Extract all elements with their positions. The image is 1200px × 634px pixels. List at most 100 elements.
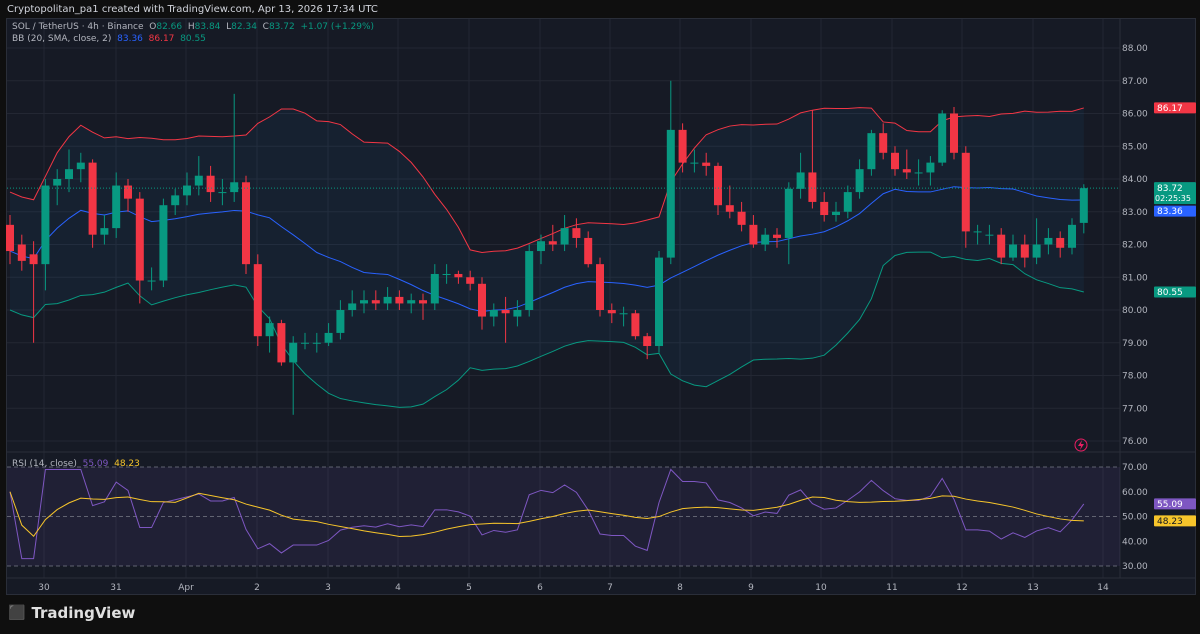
price-tick-label: 79.00: [1122, 339, 1148, 349]
candle-body: [773, 234, 781, 238]
open-value: 82.66: [156, 22, 183, 32]
rsi-tick-label: 70.00: [1122, 463, 1148, 473]
price-tick-label: 84.00: [1122, 175, 1148, 185]
rsi-ma-price-label: 48.23: [1157, 517, 1183, 527]
countdown-label: 02:25:35: [1155, 194, 1191, 203]
candle-body: [17, 244, 26, 261]
candle-body: [548, 241, 557, 245]
candle-body: [6, 224, 14, 252]
candle-body: [501, 310, 510, 314]
bb-upper-price-label: 86.17: [1157, 104, 1183, 114]
candle-body: [65, 169, 73, 179]
candle-body: [112, 185, 121, 229]
date-tick-label: 2: [254, 583, 260, 593]
candle-body: [607, 310, 616, 314]
candle-body: [360, 300, 368, 304]
candle-body: [843, 192, 852, 212]
candle-body: [572, 228, 581, 238]
candle-body: [312, 342, 321, 344]
rsi-price-label: 55.09: [1157, 500, 1183, 510]
rsi-price-label-bg: [1154, 498, 1196, 510]
bb-upper-line: [9, 107, 1084, 254]
bb-lower-price-label-bg: [1154, 286, 1196, 298]
price-tick-label: 88.00: [1122, 44, 1148, 54]
change-value: +1.07 (+1.29%): [300, 22, 375, 32]
brand-name: TradingView: [31, 604, 136, 622]
candle-body: [1079, 188, 1088, 223]
candle-body: [891, 152, 899, 170]
rsi-legend[interactable]: RSI (14, close) 55.09 48.23: [12, 459, 140, 469]
rsi-line: [9, 468, 1085, 560]
lightning-icon: [1074, 438, 1088, 452]
candle-body: [395, 296, 404, 304]
price-tick-label: 83.00: [1122, 208, 1148, 218]
high-value: 83.84: [194, 22, 221, 32]
tradingview-logo-icon: ⬛: [8, 605, 26, 621]
rsi-tick-label: 60.00: [1122, 488, 1148, 498]
bb-lower-value: 80.55: [180, 34, 206, 44]
candle-body: [383, 296, 392, 304]
candle-body: [560, 228, 569, 245]
bb-legend[interactable]: BB (20, SMA, close, 2) 83.36 86.17 80.55: [12, 34, 206, 44]
date-tick-label: 31: [110, 583, 121, 593]
price-tick-label: 82.00: [1122, 241, 1148, 251]
bb-basis-line: [9, 186, 1084, 312]
close-label: C: [262, 22, 269, 32]
date-tick-label: 13: [1027, 583, 1038, 593]
candle-body: [301, 342, 309, 344]
candle-body: [489, 310, 498, 317]
candle-body: [53, 179, 62, 186]
candle-body: [324, 332, 333, 343]
candle-body: [808, 172, 817, 202]
candle-body: [678, 129, 687, 163]
high-label: H: [187, 22, 195, 32]
candle-body: [41, 185, 50, 265]
candle-body: [690, 162, 699, 164]
price-tick-label: 85.00: [1122, 142, 1148, 152]
candle-body: [206, 175, 215, 193]
candle-body: [596, 264, 604, 310]
candle-body: [749, 224, 758, 245]
price-tick-label: 80.00: [1122, 306, 1148, 316]
symbol-legend[interactable]: SOL / TetherUS · 4h · Binance O82.66 H83…: [12, 22, 374, 32]
candle-body: [973, 231, 982, 233]
rsi-ma-line: [9, 491, 1084, 538]
candle-body: [371, 300, 380, 304]
rsi-tick-label: 50.00: [1122, 513, 1148, 523]
candle-body: [242, 182, 250, 265]
date-tick-label: 6: [537, 583, 543, 593]
candle-body: [265, 323, 274, 337]
date-tick-label: 8: [677, 583, 683, 593]
date-tick-label: 10: [815, 583, 827, 593]
candle-body: [796, 172, 805, 189]
rsi-value: 55.09: [82, 459, 109, 469]
candle-body: [655, 257, 663, 347]
bb-upper-value: 86.17: [148, 34, 175, 44]
candle-body: [737, 211, 746, 225]
price-tick-label: 77.00: [1122, 404, 1148, 414]
candle-body: [525, 251, 534, 310]
candle-body: [666, 129, 675, 258]
candle-body: [855, 169, 864, 193]
lightning-icon-glyph: [1078, 440, 1084, 450]
candle-body: [584, 237, 593, 265]
bb-basis-value: 83.36: [117, 34, 143, 44]
candle-body: [100, 228, 109, 235]
candle-body: [430, 273, 439, 304]
candle-body: [277, 323, 286, 363]
candle-body: [643, 336, 652, 347]
last-price-label-bg: [1154, 182, 1196, 205]
bb-basis-price-label: 83.36: [1157, 207, 1183, 217]
candle-body: [124, 185, 132, 199]
candle-body: [348, 303, 357, 310]
candle-body: [914, 172, 923, 174]
tradingview-logo[interactable]: ⬛ TradingView: [8, 604, 135, 622]
candle-body: [702, 162, 711, 166]
candle-body: [1068, 224, 1076, 248]
candle-body: [926, 162, 935, 173]
price-tick-label: 81.00: [1122, 273, 1148, 283]
candle-body: [454, 273, 463, 278]
candle-body: [29, 254, 38, 265]
low-label: L: [226, 22, 232, 32]
